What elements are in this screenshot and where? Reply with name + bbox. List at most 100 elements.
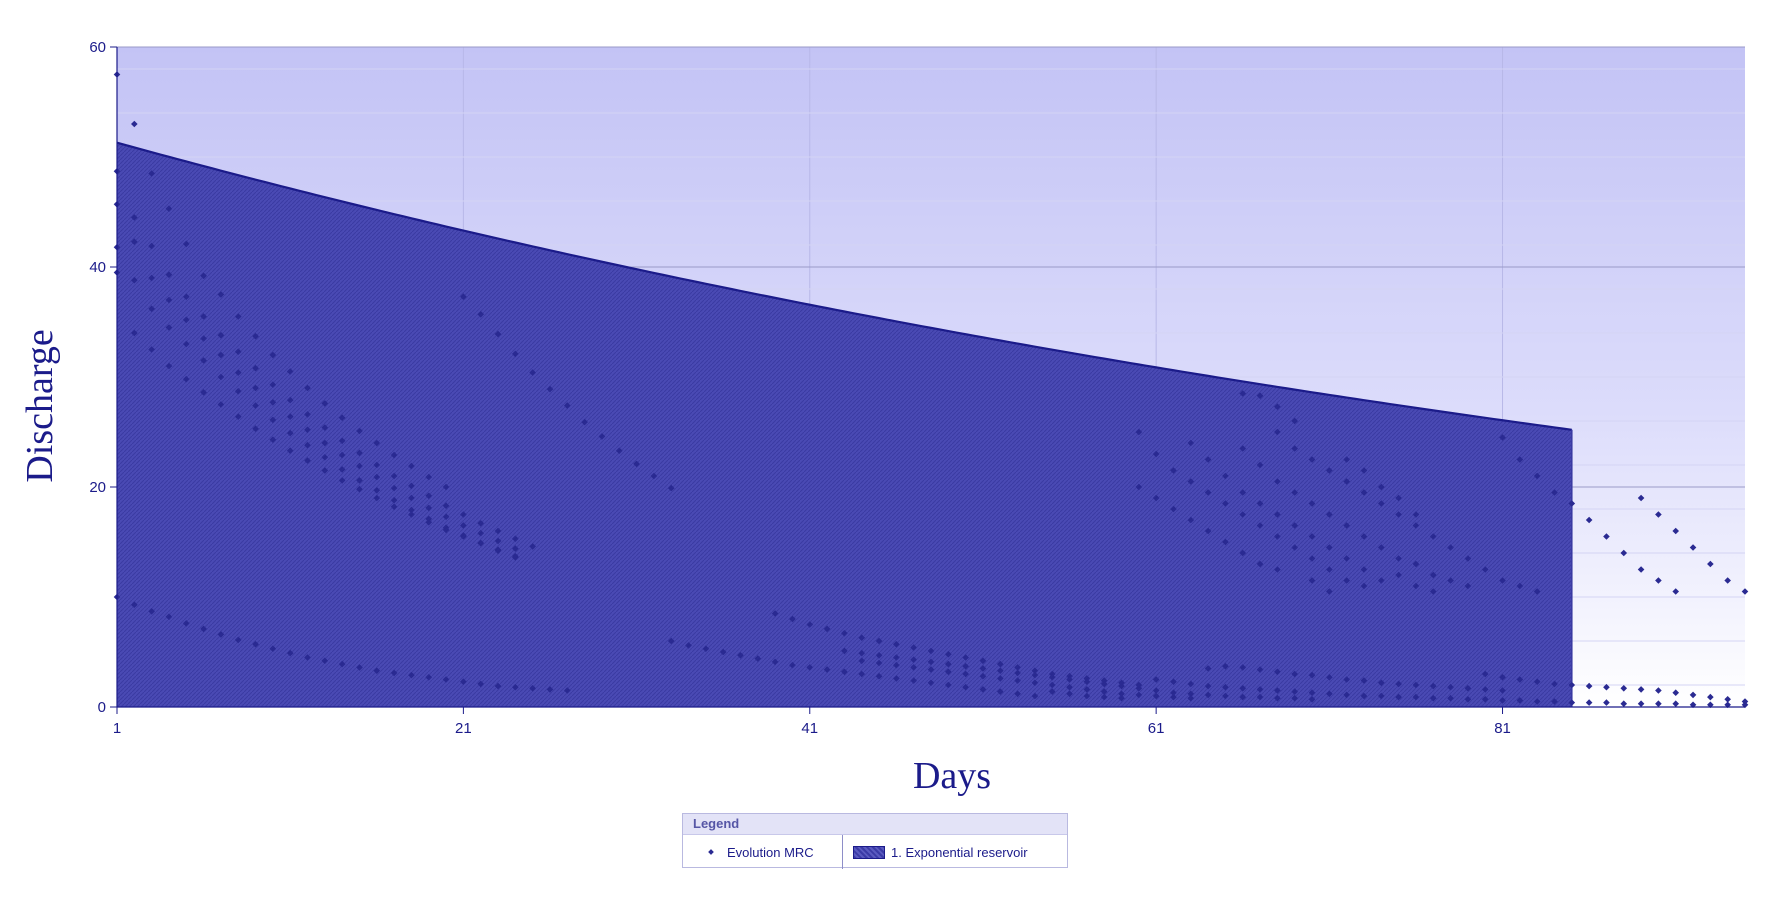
data-point: [182, 316, 190, 324]
data-point: [1395, 693, 1402, 701]
data-point: [373, 439, 381, 447]
data-point: [1256, 686, 1264, 693]
data-point: [1308, 500, 1316, 507]
data-point: [1239, 511, 1247, 518]
data-point: [373, 494, 381, 502]
data-point: [148, 242, 155, 250]
data-point: [234, 348, 242, 355]
data-point: [1274, 428, 1281, 436]
data-point: [1256, 392, 1264, 399]
data-point: [1048, 688, 1056, 695]
exponential-reservoir-area: [117, 142, 1572, 707]
data-point: [667, 637, 675, 645]
legend-label-exponential-reservoir: 1. Exponential reservoir: [891, 844, 1028, 860]
data-point: [823, 666, 831, 673]
data-point: [234, 636, 242, 644]
data-point: [408, 482, 415, 490]
data-point: [1170, 678, 1177, 685]
data-point: [1499, 434, 1506, 441]
data-point: [910, 664, 917, 671]
data-point: [1256, 522, 1264, 529]
data-point: [217, 351, 225, 359]
legend-item-evolution-mrc: Evolution MRC: [683, 835, 843, 869]
data-point: [1429, 694, 1437, 702]
data-point: [217, 373, 225, 381]
data-point: [737, 652, 744, 659]
data-point: [996, 667, 1004, 674]
data-point: [494, 547, 502, 555]
data-point: [131, 214, 138, 221]
data-point: [390, 669, 398, 677]
data-point: [1360, 677, 1368, 684]
data-point: [1152, 687, 1160, 694]
data-point: [338, 437, 346, 445]
x-tick-label: 41: [801, 720, 818, 737]
data-point: [1533, 678, 1541, 685]
data-point: [1274, 687, 1281, 694]
data-point: [182, 293, 190, 300]
data-point: [1429, 533, 1437, 540]
data-point: [1308, 689, 1316, 696]
data-point: [442, 502, 450, 509]
data-point: [1464, 685, 1472, 692]
data-point: [234, 413, 242, 420]
data-point: [252, 425, 259, 432]
data-point: [1655, 577, 1662, 584]
data-point: [148, 608, 155, 615]
data-point: [1308, 577, 1316, 584]
data-point: [217, 401, 225, 408]
data-point: [1724, 577, 1731, 584]
data-point: [390, 503, 398, 511]
data-point: [789, 661, 796, 669]
x-axis-title: Days: [913, 755, 991, 797]
data-point: [1326, 511, 1333, 518]
data-point: [1135, 428, 1143, 436]
data-point: [304, 411, 311, 418]
data-point: [234, 388, 242, 395]
data-point: [875, 637, 883, 645]
data-point: [1551, 489, 1558, 496]
data-point: [1204, 665, 1212, 672]
data-point: [1274, 694, 1281, 702]
data-point: [1412, 681, 1420, 689]
data-point: [217, 331, 225, 339]
data-point: [1256, 666, 1264, 673]
data-point: [1672, 588, 1680, 595]
data-point: [390, 451, 398, 459]
data-point: [356, 427, 363, 435]
data-point: [1291, 489, 1299, 496]
data-point: [1395, 555, 1402, 562]
data-point: [1551, 680, 1558, 688]
data-point: [1447, 694, 1454, 702]
x-tick-label: 61: [1148, 720, 1165, 737]
data-point: [269, 399, 277, 406]
data-point: [182, 340, 190, 348]
data-point: [719, 648, 727, 656]
legend-swatch-exponential-reservoir: [853, 845, 885, 859]
data-point: [1222, 538, 1229, 546]
data-point: [1655, 511, 1662, 518]
data-point: [338, 660, 346, 668]
data-point: [1152, 692, 1160, 700]
data-point: [1308, 696, 1316, 703]
data-point: [962, 663, 969, 670]
data-point: [1533, 588, 1541, 595]
data-point: [1620, 549, 1628, 557]
data-point: [1048, 681, 1056, 689]
data-point: [1118, 690, 1125, 698]
data-point: [321, 439, 329, 447]
data-point: [1014, 664, 1021, 671]
data-point: [200, 335, 207, 342]
data-point: [1187, 694, 1195, 702]
data-point: [1672, 700, 1680, 707]
data-point: [1291, 544, 1299, 551]
data-point: [1135, 691, 1143, 699]
data-point: [1014, 669, 1021, 677]
data-point: [321, 454, 329, 461]
data-point: [1516, 582, 1524, 590]
data-point: [356, 485, 363, 493]
data-point: [1187, 439, 1195, 447]
data-point: [390, 472, 398, 480]
data-point: [1481, 696, 1489, 703]
data-point: [234, 313, 242, 320]
